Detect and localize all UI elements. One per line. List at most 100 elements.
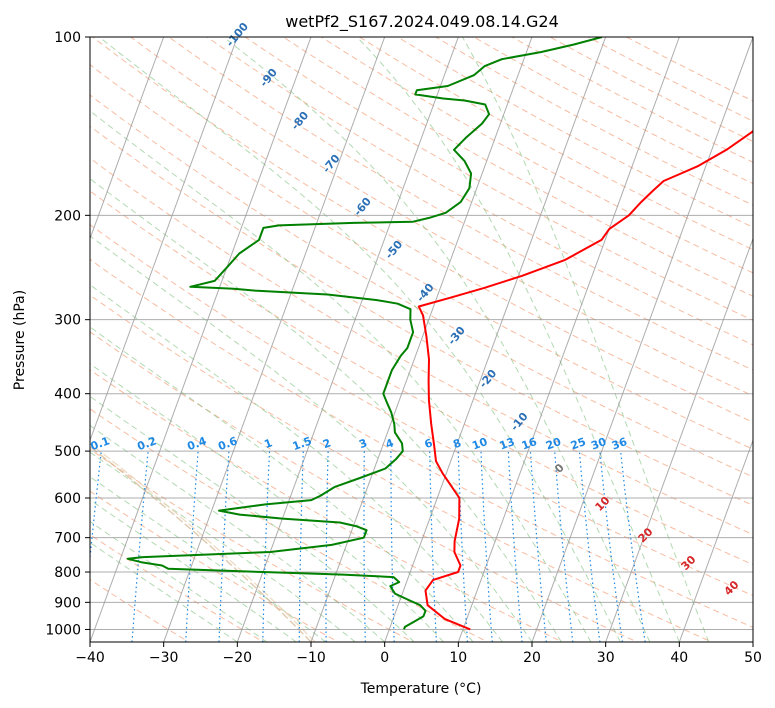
ice-line [90, 442, 316, 642]
mixing-ratio-label: 16 [520, 435, 539, 453]
x-tick-label: 0 [380, 650, 389, 666]
y-tick-label: 800 [54, 565, 81, 581]
mixing-ratio-label: 8 [451, 436, 463, 451]
mixing-ratio-label: 2 [321, 436, 333, 451]
dry-adiabat [90, 224, 753, 597]
mixing-ratio-line [507, 451, 523, 642]
mixing-ratio-label: 6 [423, 436, 435, 451]
mixing-ratio-label: 1.5 [291, 434, 314, 453]
isotherm [90, 37, 238, 442]
mixing-ratio-label: 1 [262, 436, 274, 451]
in-plot-labels: 0.1 0.2 0.4 0.6 1 1.5 2 3 4 6 8 10 13 16 20 25 30 36-100-… [89, 20, 742, 598]
dry-adiabat [91, 37, 753, 423]
dry-adiabat [90, 94, 753, 478]
mixing-ratio-label: 4 [384, 436, 396, 451]
background-lines [90, 37, 753, 642]
mixing-ratio-label: 10 [470, 435, 489, 453]
mixing-ratio-line [578, 451, 601, 642]
moist-adiabat [90, 424, 386, 642]
isotherm [384, 37, 607, 642]
mixing-ratio-line [363, 451, 366, 642]
mixing-ratio-line [457, 451, 469, 642]
isotherm [236, 37, 459, 642]
x-tick-label: −40 [75, 650, 105, 666]
dry-adiabat [472, 37, 753, 185]
dry-adiabat [90, 408, 489, 642]
mixing-ratio-line [131, 451, 149, 642]
y-tick-label: 300 [54, 313, 81, 329]
mixing-ratio-label: 13 [498, 435, 517, 452]
dry-adiabat [90, 258, 753, 629]
mixing-ratio-line [529, 451, 547, 642]
moist-adiabat [90, 499, 297, 642]
y-tick-label: 700 [54, 531, 81, 547]
moist-adiabat [90, 541, 238, 642]
dry-adiabat [90, 157, 753, 536]
isotherm [90, 37, 312, 642]
isotherm [678, 438, 753, 642]
y-tick-label: 500 [54, 444, 81, 460]
axes: −40 −30 −20 −10 0 10 20 30 40 5010020030040050060… [45, 30, 762, 666]
y-tick-label: 600 [54, 491, 81, 507]
mixing-ratio-line [429, 451, 437, 642]
mixing-ratio-line [262, 451, 271, 642]
moist-adiabat [356, 37, 680, 642]
dry-adiabat [90, 294, 714, 642]
mixing-ratio-line [185, 451, 199, 642]
dry-adiabat [90, 448, 415, 642]
mixing-ratio-line [599, 451, 623, 642]
moist-adiabat [90, 326, 474, 642]
y-tick-label: 100 [54, 30, 81, 46]
ice-line [90, 445, 312, 642]
mixing-ratio-label: 0.4 [186, 434, 209, 453]
mixing-ratio-line [298, 451, 304, 642]
y-tick-label: 1000 [45, 622, 81, 638]
x-axis-title: Temperature (°C) [360, 681, 482, 697]
mixing-ratio-label: 30 [589, 435, 608, 453]
x-tick-label: 40 [670, 650, 688, 666]
y-tick-label: 200 [54, 208, 81, 224]
x-tick-label: −20 [223, 650, 253, 666]
dry-adiabat [90, 190, 753, 566]
mixing-ratio-line [390, 451, 395, 642]
isotherm [163, 37, 386, 642]
mixing-ratio-label: 20 [544, 435, 563, 453]
moist-adiabat [90, 395, 415, 642]
dry-adiabat [90, 331, 639, 642]
moist-adiabat [462, 37, 710, 642]
mixing-ratio-label: 0.6 [216, 434, 239, 453]
moist-adiabat [98, 37, 621, 642]
isotherm [90, 37, 165, 241]
y-axis-title: Pressure (hPa) [12, 290, 28, 390]
moist-adiabat [90, 110, 592, 642]
moist-adiabat [90, 235, 533, 642]
moist-adiabat [90, 178, 562, 642]
mixing-ratio-label: 0.2 [136, 434, 159, 453]
dry-adiabat [90, 125, 753, 506]
x-tick-label: 50 [744, 650, 762, 666]
moist-adiabat [90, 520, 268, 642]
series-line-0 [417, 129, 753, 631]
dry-adiabat [434, 37, 753, 206]
chart-title: wetPf2_S167.2024.049.08.14.G24 [285, 12, 559, 32]
mixing-ratio-label: 36 [610, 435, 629, 453]
isotherm [531, 37, 753, 642]
moist-adiabat [90, 284, 503, 642]
mixing-ratio-label: 25 [569, 435, 588, 452]
x-tick-label: −30 [149, 650, 179, 666]
moist-adiabat [223, 37, 651, 642]
mixing-ratio-line [480, 451, 493, 642]
x-tick-label: 10 [449, 650, 467, 666]
x-tick-label: 30 [597, 650, 615, 666]
isotherm [457, 37, 680, 642]
dry-adiabat [129, 37, 753, 397]
moist-adiabat [90, 451, 356, 642]
mixing-ratio-line [620, 451, 646, 642]
x-tick-label: −10 [296, 650, 326, 666]
plot-frame [89, 36, 754, 643]
mixing-ratio-label: 3 [357, 436, 369, 451]
sounding-profiles [126, 37, 753, 631]
x-tick-label: 20 [523, 650, 541, 666]
